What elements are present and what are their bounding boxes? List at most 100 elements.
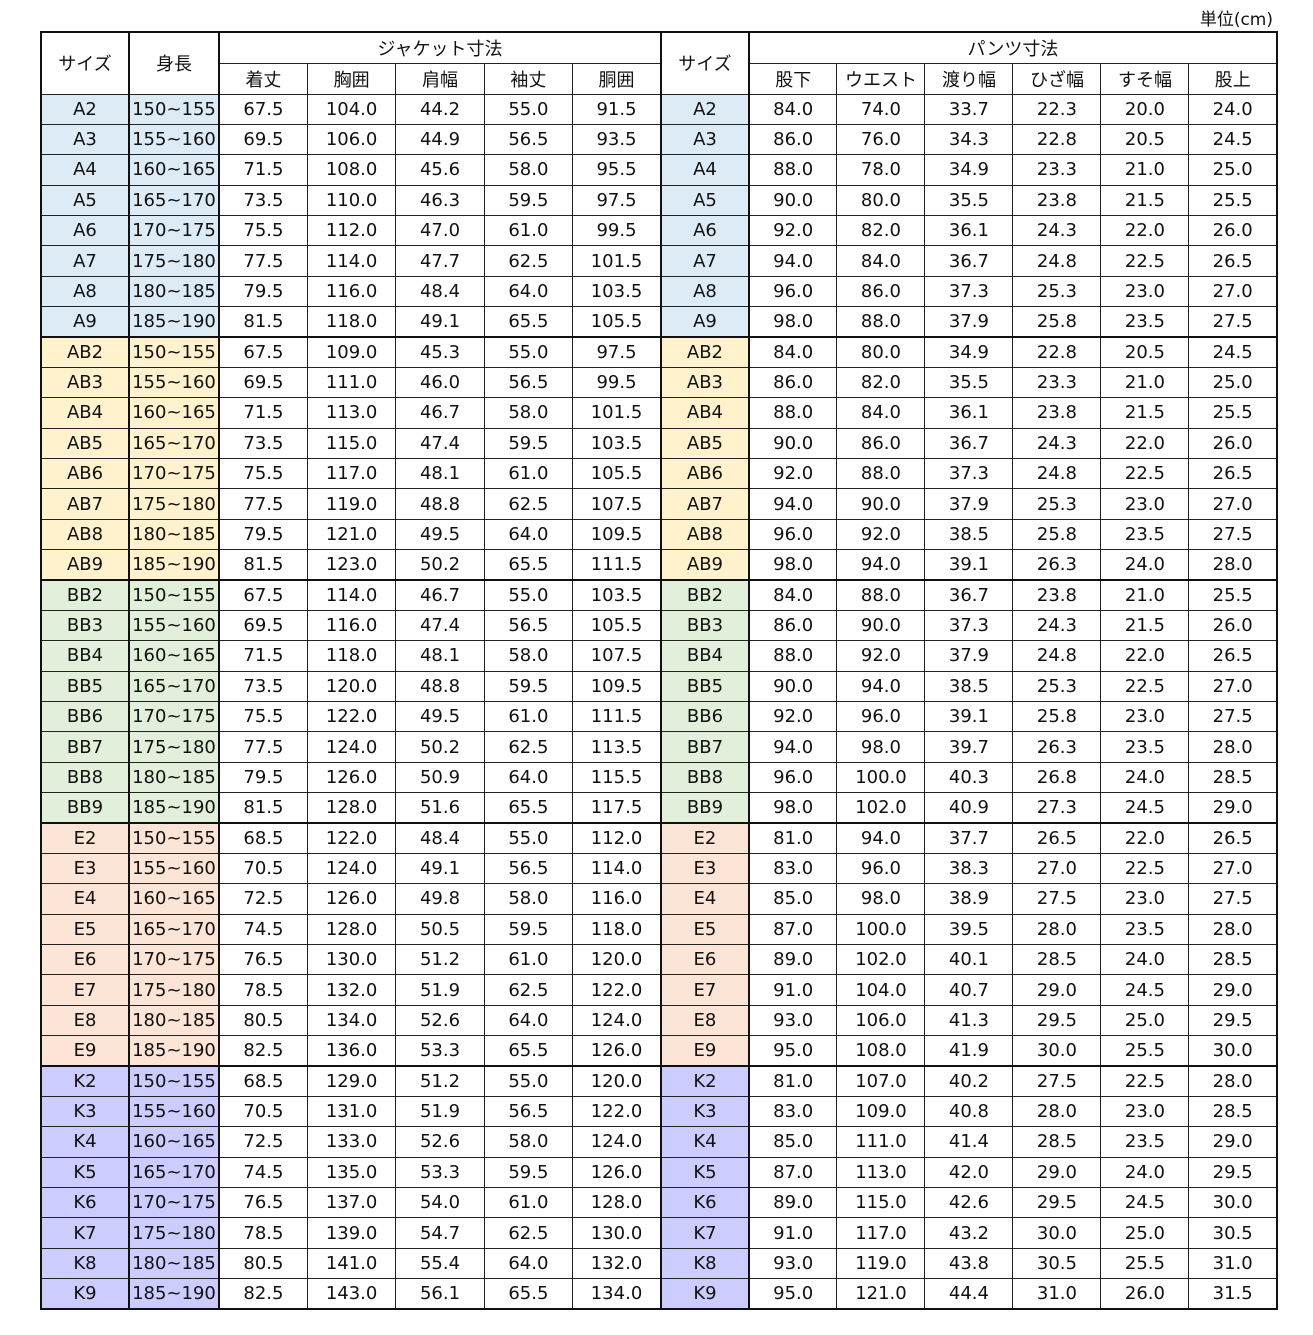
cell: 44.4: [924, 1278, 1014, 1311]
cell: 116.0: [306, 609, 397, 642]
cell: 81.5: [218, 792, 308, 825]
cell: 61.0: [483, 1186, 574, 1219]
cell: 52.6: [395, 1004, 485, 1037]
cell: 49.1: [395, 306, 485, 339]
cell: 49.5: [395, 700, 485, 733]
cell: 29.5: [1188, 1004, 1278, 1037]
cell: 28.0: [1188, 731, 1278, 763]
cell: 126.0: [306, 883, 397, 915]
cell: 25.8: [1012, 518, 1102, 551]
cell: 56.5: [483, 1095, 574, 1128]
cell: 48.1: [395, 640, 485, 672]
cell: AB2: [659, 336, 750, 368]
cell: 30.0: [1188, 1035, 1278, 1068]
cell: A5: [40, 184, 130, 217]
cell: 26.8: [1012, 761, 1102, 794]
cell: 117.0: [836, 1217, 926, 1249]
cell: 49.5: [395, 518, 485, 551]
cell: 96.0: [748, 761, 838, 794]
cell: 108.0: [306, 154, 397, 186]
cell: 86.0: [836, 427, 926, 460]
cell: BB4: [40, 640, 130, 672]
cell: 29.0: [1012, 974, 1102, 1006]
cell: A6: [40, 214, 130, 247]
cell: 29.5: [1012, 1186, 1102, 1219]
cell: 28.5: [1188, 943, 1278, 976]
cell: 129.0: [306, 1065, 397, 1097]
cell: 40.7: [924, 974, 1014, 1006]
cell: 38.5: [924, 518, 1014, 551]
cell: 25.0: [1188, 154, 1278, 186]
cell: 118.0: [306, 306, 397, 339]
cell: 24.0: [1100, 761, 1190, 794]
cell: 121.0: [306, 518, 397, 551]
cell: 88.0: [748, 640, 838, 672]
cell: 24.5: [1100, 792, 1190, 825]
cell: E5: [40, 913, 130, 946]
cell: 58.0: [483, 397, 574, 429]
cell: 56.5: [483, 852, 574, 885]
cell: 22.0: [1100, 822, 1190, 854]
cell: 69.5: [218, 366, 308, 399]
cell: 92.0: [836, 518, 926, 551]
cell: 72.5: [218, 1126, 308, 1158]
cell: 27.5: [1188, 518, 1278, 551]
cell: 132.0: [306, 974, 397, 1006]
cell: 117.5: [572, 792, 662, 825]
cell: 185~190: [128, 549, 220, 582]
cell: 39.1: [924, 700, 1014, 733]
cell: 23.8: [1012, 184, 1102, 217]
cell: AB5: [40, 427, 130, 460]
cell: 40.9: [924, 792, 1014, 825]
cell: 27.5: [1012, 1065, 1102, 1097]
cell: 22.8: [1012, 336, 1102, 368]
cell: 88.0: [836, 457, 926, 490]
cell: E9: [40, 1035, 130, 1068]
cell: 160~165: [128, 640, 220, 672]
cell: K4: [659, 1126, 750, 1158]
cell: 25.3: [1012, 670, 1102, 703]
cell: 29.5: [1012, 1004, 1102, 1037]
table-row: K6 170~175 76.5 137.0 54.0 61.0 128.0 K6 89.0 115…: [40, 1186, 1278, 1219]
cell: 26.5: [1188, 245, 1278, 277]
cell: 128.0: [306, 792, 397, 825]
cell: 96.0: [836, 852, 926, 885]
cell: AB8: [40, 518, 130, 551]
cell: 23.3: [1012, 154, 1102, 186]
cell: 130.0: [572, 1217, 662, 1249]
cell: 150~155: [128, 579, 220, 611]
cell: 59.5: [483, 184, 574, 217]
cell: K9: [659, 1278, 750, 1311]
cell: 42.0: [924, 1156, 1014, 1189]
cell: 47.7: [395, 245, 485, 277]
table-row: E2 150~155 68.5 122.0 48.4 55.0 112.0 E2 81.0 94.…: [40, 822, 1278, 854]
cell: 24.3: [1012, 427, 1102, 460]
table-row: BB6 170~175 75.5 122.0 49.5 61.0 111.5 BB6 92.0 9…: [40, 700, 1278, 733]
cell: BB8: [40, 761, 130, 794]
cell: A8: [659, 275, 750, 308]
table-row: E5 165~170 74.5 128.0 50.5 59.5 118.0 E5 87.0 100…: [40, 913, 1278, 946]
cell: 170~175: [128, 457, 220, 490]
cell: 22.5: [1100, 670, 1190, 703]
cell: 185~190: [128, 1035, 220, 1068]
cell: 61.0: [483, 943, 574, 976]
cell: 165~170: [128, 427, 220, 460]
cell: 94.0: [836, 549, 926, 582]
cell: A3: [659, 123, 750, 156]
cell: 64.0: [483, 1247, 574, 1280]
cell: 25.0: [1100, 1217, 1190, 1249]
cell: 180~185: [128, 275, 220, 308]
cell: 120.0: [572, 1065, 662, 1097]
cell: 139.0: [306, 1217, 397, 1249]
cell: 180~185: [128, 761, 220, 794]
cell: 27.5: [1188, 306, 1278, 339]
cell: 78.5: [218, 1217, 308, 1249]
cell: 40.1: [924, 943, 1014, 976]
cell: 128.0: [572, 1186, 662, 1219]
cell: 180~185: [128, 1004, 220, 1037]
cell: 36.7: [924, 579, 1014, 611]
cell: 42.6: [924, 1186, 1014, 1219]
cell: 132.0: [572, 1247, 662, 1280]
cell: 175~180: [128, 245, 220, 277]
cell: 77.5: [218, 245, 308, 277]
